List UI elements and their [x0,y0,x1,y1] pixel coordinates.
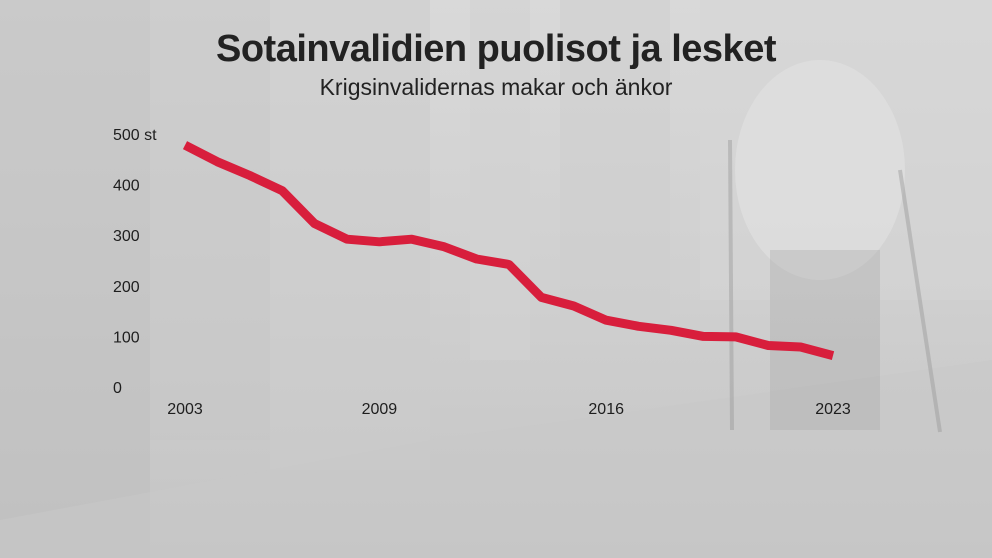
x-tick-label: 2003 [167,401,203,418]
chart-subtitle: Krigsinvalidernas makar och änkor [319,74,673,100]
y-tick-label: 300 [113,228,140,245]
y-tick-label: 200 [113,279,140,296]
x-tick-label: 2023 [815,401,851,418]
chart-title: Sotainvalidien puolisot ja lesket [216,28,776,70]
y-tick-label: 0 [113,380,122,397]
x-tick-label: 2016 [588,401,624,418]
x-axis-ticks: 2003 2009 2016 2023 [167,401,851,418]
series-line [182,141,835,360]
series-group [182,141,835,360]
y-tick-label: 500 st [113,127,157,144]
y-tick-label: 100 [113,329,140,346]
y-axis-ticks: 500 st 400 300 200 100 0 [113,127,157,397]
x-tick-label: 2009 [362,401,398,418]
y-tick-label: 400 [113,178,140,195]
